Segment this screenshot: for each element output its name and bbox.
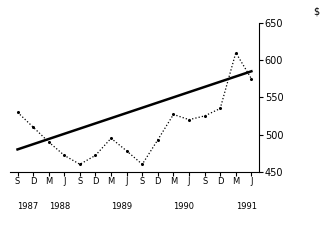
Text: 1991: 1991 [236,202,257,211]
Text: $ m: $ m [314,7,324,17]
Text: 1990: 1990 [173,202,194,211]
Text: 1989: 1989 [111,202,132,211]
Text: 1987: 1987 [17,202,39,211]
Text: 1988: 1988 [49,202,70,211]
